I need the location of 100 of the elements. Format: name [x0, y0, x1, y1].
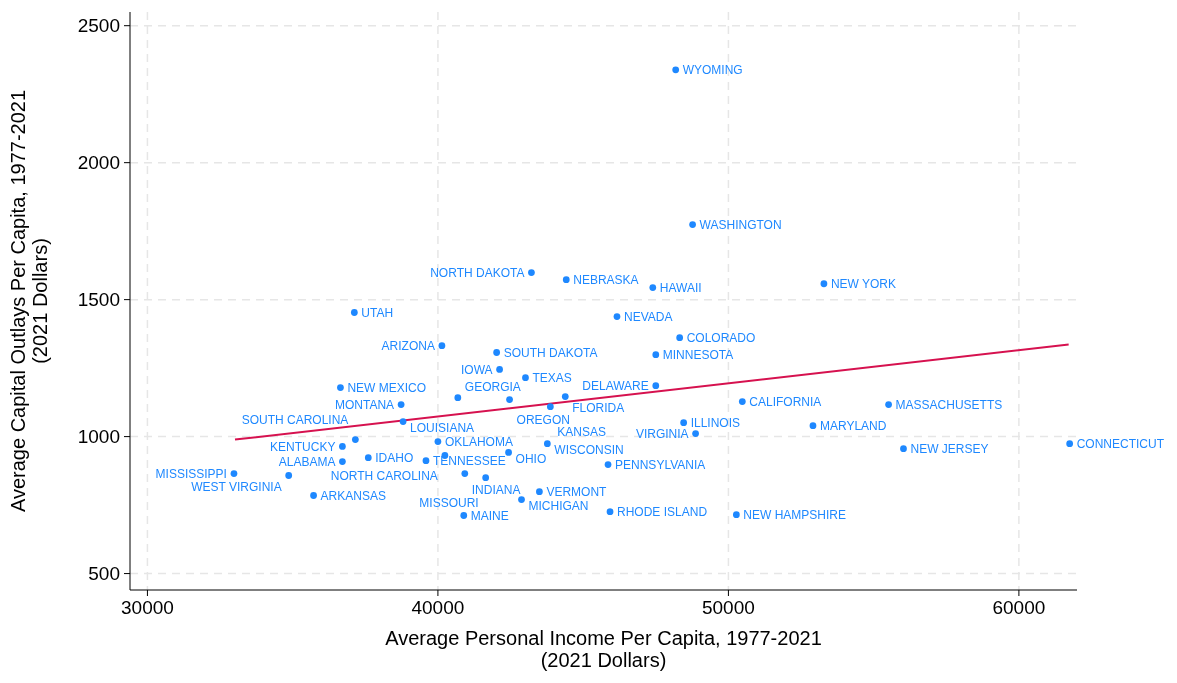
- point: [672, 66, 680, 74]
- data-label: KENTUCKY: [270, 439, 336, 454]
- data-label: LOUISIANA: [410, 420, 475, 435]
- data-label: MINNESOTA: [662, 347, 734, 362]
- point: [900, 445, 907, 453]
- point: [820, 280, 828, 288]
- point: [738, 398, 746, 405]
- data-label: SOUTH CAROLINA: [241, 412, 349, 427]
- point: [230, 470, 238, 477]
- y-tick-label: 2000: [77, 152, 120, 174]
- point: [604, 461, 612, 468]
- data-label: UTAH: [361, 305, 394, 320]
- data-label: MARYLAND: [819, 418, 887, 433]
- data-label: MISSISSIPPI: [155, 466, 227, 481]
- x-tick-label: 30000: [121, 597, 174, 618]
- data-label: MONTANA: [335, 397, 395, 412]
- data-label: ARKANSAS: [320, 488, 386, 503]
- data-label: WYOMING: [682, 63, 743, 77]
- point: [350, 309, 358, 316]
- y-tick-label: 1500: [77, 289, 120, 311]
- x-axis-title: Average Personal Income Per Capita, 1977-2021 (2021 Dollars): [385, 627, 822, 671]
- point: [689, 221, 696, 228]
- data-label: MISSOURI: [419, 495, 479, 510]
- data-label: HAWAII: [659, 280, 702, 295]
- point: [493, 349, 501, 356]
- data-label: NEW YORK: [830, 276, 897, 291]
- data-label: NORTH CAROLINA: [330, 468, 438, 483]
- data-label: NORTH DAKOTA: [430, 265, 525, 280]
- point: [460, 512, 468, 519]
- point: [454, 394, 462, 402]
- point: [351, 436, 359, 443]
- point: [809, 422, 817, 430]
- point: [676, 334, 684, 342]
- data-label: ILLINOIS: [690, 415, 741, 430]
- data-label: CONNECTICUT: [1076, 436, 1165, 451]
- data-label: FLORIDA: [572, 400, 625, 415]
- data-label: IDAHO: [375, 450, 414, 465]
- point: [561, 393, 569, 400]
- data-label: VIRGINIA: [635, 426, 689, 441]
- data-label: WASHINGTON: [699, 217, 782, 232]
- point: [652, 382, 660, 390]
- data-label: KANSAS: [557, 424, 607, 439]
- point: [680, 419, 688, 426]
- point: [397, 401, 405, 408]
- data-label: INDIANA: [471, 482, 521, 497]
- data-label: MAINE: [470, 508, 509, 523]
- data-label: PENNSYLVANIA: [615, 457, 706, 472]
- data-label: SOUTH DAKOTA: [503, 345, 598, 360]
- data-label: NEW JERSEY: [910, 441, 989, 456]
- point: [692, 430, 699, 437]
- data-label: MICHIGAN: [528, 498, 589, 513]
- point: [522, 374, 529, 382]
- y-axis-title: Average Capital Outlays Per Capita, 1977-2021 (2021 Dollars): [7, 89, 51, 513]
- data-label: OHIO: [515, 451, 547, 466]
- point: [562, 276, 570, 284]
- point: [652, 351, 660, 359]
- data-label: ARIZONA: [381, 338, 435, 353]
- x-tick-label: 40000: [411, 597, 465, 618]
- data-label: NEW HAMPSHIRE: [743, 507, 847, 522]
- point: [606, 508, 614, 516]
- point: [505, 449, 512, 456]
- point: [518, 496, 525, 503]
- data-label: TEXAS: [532, 370, 572, 385]
- y-tick-label: 1000: [77, 426, 120, 448]
- point: [434, 438, 442, 445]
- data-label: COLORADO: [686, 330, 756, 345]
- data-label: NEW MEXICO: [347, 380, 427, 395]
- x-tick-label: 60000: [992, 597, 1046, 618]
- point: [339, 458, 346, 465]
- point: [399, 418, 407, 425]
- point: [482, 474, 490, 482]
- data-label: DELAWARE: [582, 378, 649, 393]
- data-label: NEBRASKA: [573, 272, 639, 287]
- point: [364, 454, 372, 462]
- point: [422, 457, 430, 465]
- data-label: IOWA: [461, 362, 493, 377]
- point: [461, 470, 469, 477]
- y-tick-label: 500: [88, 563, 120, 585]
- point: [536, 488, 543, 496]
- y-tick-label: 2500: [77, 15, 120, 37]
- point: [528, 269, 535, 276]
- point: [496, 366, 503, 373]
- data-label: NEVADA: [623, 309, 673, 324]
- data-label: MASSACHUSETTS: [895, 397, 1003, 412]
- point: [543, 440, 551, 448]
- point: [546, 403, 554, 411]
- data-label: TENNESSEE: [432, 453, 506, 468]
- data-label: WEST VIRGINIA: [191, 479, 282, 494]
- point: [506, 396, 513, 403]
- x-tick-label: 50000: [701, 597, 755, 618]
- point: [285, 472, 293, 479]
- point: [649, 284, 657, 291]
- point: [732, 511, 740, 519]
- point: [438, 342, 446, 350]
- point: [310, 492, 317, 499]
- point: [613, 313, 621, 320]
- point: [337, 384, 344, 391]
- data-label: WISCONSIN: [554, 442, 624, 457]
- data-label: OKLAHOMA: [444, 434, 513, 449]
- point: [885, 401, 892, 408]
